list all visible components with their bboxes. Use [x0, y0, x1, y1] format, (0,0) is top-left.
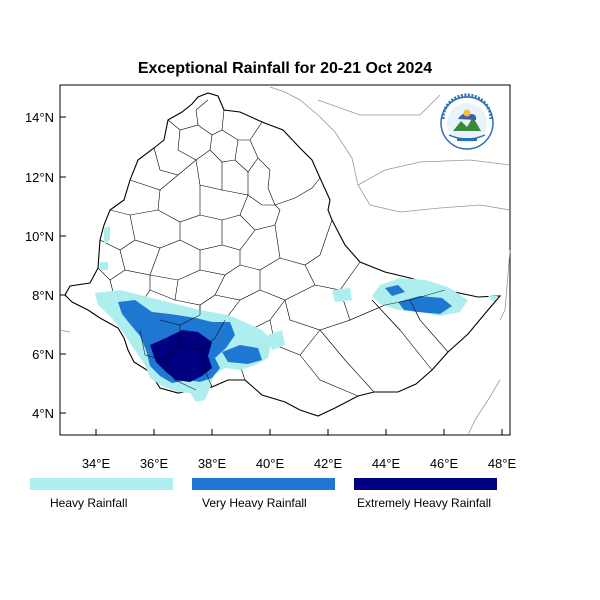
legend-swatch-heavy [30, 478, 173, 490]
x-tick-label: 44°E [372, 456, 401, 471]
y-tick-label: 4°N [32, 406, 54, 421]
x-axis: 34°E 36°E 38°E 40°E 42°E 44°E 46°E 48°E [82, 429, 517, 471]
x-tick-label: 36°E [140, 456, 169, 471]
y-axis: 4°N 6°N 8°N 10°N 12°N 14°N [25, 110, 66, 421]
legend-swatch-extremely-heavy [354, 478, 497, 490]
x-tick-label: 48°E [488, 456, 517, 471]
x-tick-label: 34°E [82, 456, 111, 471]
extremely-heavy-rainfall-areas [150, 330, 212, 382]
y-tick-label: 14°N [25, 110, 54, 125]
x-tick-label: 42°E [314, 456, 343, 471]
x-tick-label: 40°E [256, 456, 285, 471]
map-title: Exceptional Rainfall for 20-21 Oct 2024 [138, 60, 432, 77]
neighbor-boundaries [59, 86, 511, 436]
x-tick-label: 46°E [430, 456, 459, 471]
legend-label-extremely-heavy: Extremely Heavy Rainfall [357, 496, 491, 510]
region-boundaries-overlay [139, 289, 446, 391]
legend-label-very-heavy: Very Heavy Rainfall [202, 496, 307, 510]
x-tick-label: 38°E [198, 456, 227, 471]
y-tick-label: 8°N [32, 288, 54, 303]
ethiopian-meteorology-institute-logo [440, 93, 494, 150]
y-tick-label: 10°N [25, 229, 54, 244]
map-content [59, 86, 511, 436]
y-tick-label: 6°N [32, 347, 54, 362]
legend-label-heavy: Heavy Rainfall [50, 496, 127, 510]
legend-swatch-very-heavy [192, 478, 335, 490]
legend: Heavy Rainfall Very Heavy Rainfall Extre… [30, 478, 497, 510]
y-tick-label: 12°N [25, 170, 54, 185]
